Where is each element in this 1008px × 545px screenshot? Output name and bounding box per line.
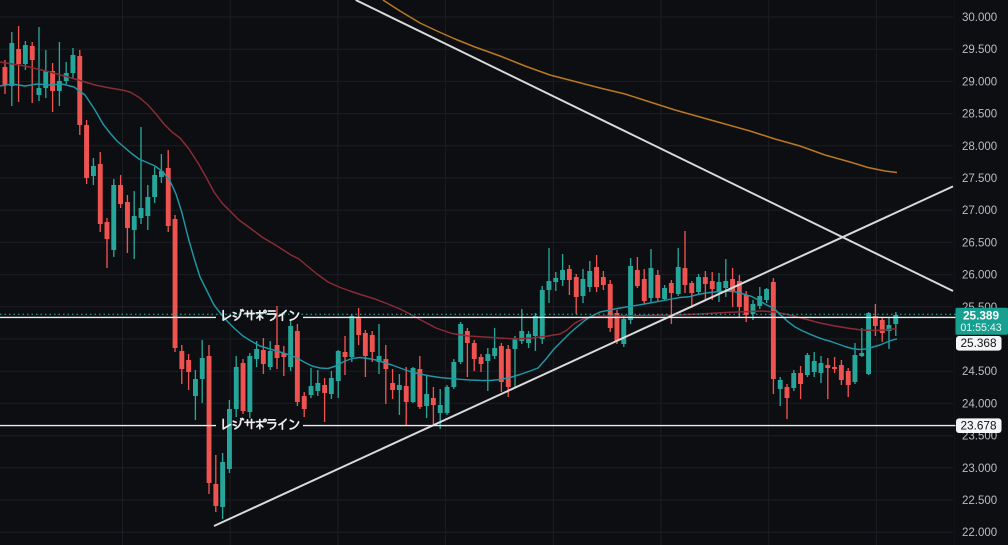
- svg-text:23.678: 23.678: [960, 419, 997, 433]
- svg-text:23.000: 23.000: [962, 463, 997, 475]
- svg-text:22.000: 22.000: [962, 527, 997, 539]
- svg-text:22.500: 22.500: [962, 495, 997, 507]
- svg-text:25.368: 25.368: [960, 336, 997, 350]
- svg-text:24.000: 24.000: [962, 398, 997, 410]
- svg-text:27.000: 27.000: [962, 205, 997, 217]
- svg-text:26.000: 26.000: [962, 270, 997, 282]
- svg-text:01:55:43: 01:55:43: [960, 322, 1001, 334]
- svg-text:29.500: 29.500: [962, 44, 997, 56]
- svg-text:27.500: 27.500: [962, 173, 997, 185]
- svg-text:23.500: 23.500: [962, 431, 997, 443]
- svg-text:28.500: 28.500: [962, 109, 997, 121]
- svg-text:28.000: 28.000: [962, 141, 997, 153]
- svg-text:26.500: 26.500: [962, 237, 997, 249]
- svg-text:29.000: 29.000: [962, 76, 997, 88]
- svg-text:30.000: 30.000: [962, 12, 997, 24]
- svg-text:25.389: 25.389: [963, 309, 1000, 323]
- svg-text:24.500: 24.500: [962, 366, 997, 378]
